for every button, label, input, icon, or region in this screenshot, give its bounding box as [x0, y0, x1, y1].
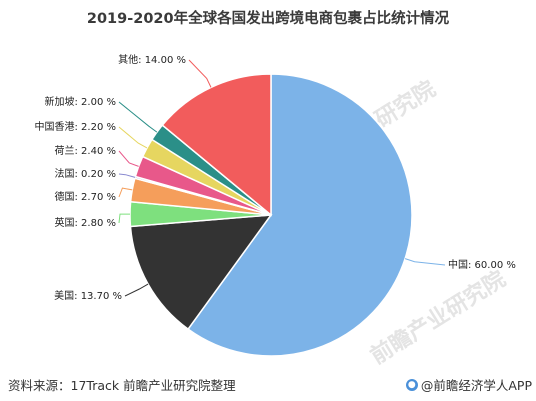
leader-line-9 [188, 59, 212, 88]
slice-label-3: 英国: 2.80 % [55, 216, 117, 229]
slice-label-7: 中国香港: 2.20 % [35, 120, 117, 133]
brand-logo-icon: ● [405, 378, 418, 391]
pie-slice-2 [129, 214, 273, 331]
leader-line-4 [118, 187, 133, 198]
leader-line-6 [118, 150, 139, 167]
leader-line-1 [404, 258, 446, 266]
slice-label-1: 中国: 60.00 % [448, 258, 516, 271]
leader-line-7 [118, 126, 148, 149]
pie-slices [129, 73, 413, 357]
slice-labels: 中国: 60.00 % 美国: 13.70 % 英国: 2.80 % 德国: 2.70… [35, 53, 516, 302]
leader-line-8 [118, 101, 158, 133]
leader-line-3 [118, 213, 130, 224]
pie-slice-1 [187, 73, 413, 357]
slice-label-5: 法国: 0.20 % [55, 167, 117, 180]
slice-label-4: 德国: 2.70 % [55, 190, 117, 203]
slice-label-2: 美国: 13.70 % [54, 289, 122, 302]
slice-label-8: 新加坡: 2.00 % [45, 95, 117, 108]
leader-lines [118, 59, 446, 297]
pie-slice-9 [161, 73, 272, 217]
slice-label-6: 荷兰: 2.40 % [55, 144, 117, 157]
footer: 资料来源：17Track 前瞻产业研究院整理 ● @前瞻经济学人APP [0, 365, 536, 401]
chart-title: 2019-2020年全球各国发出跨境电商包裹占比统计情况 [86, 11, 450, 27]
source-text: 资料来源：17Track 前瞻产业研究院整理 [8, 378, 236, 393]
leader-line-5 [118, 173, 136, 178]
brand: ● @前瞻经济学人APP [405, 375, 532, 394]
brand-text: @前瞻经济学人APP [420, 378, 532, 393]
slice-label-9: 其他: 14.00 % [118, 53, 186, 66]
leader-line-2 [124, 283, 149, 297]
